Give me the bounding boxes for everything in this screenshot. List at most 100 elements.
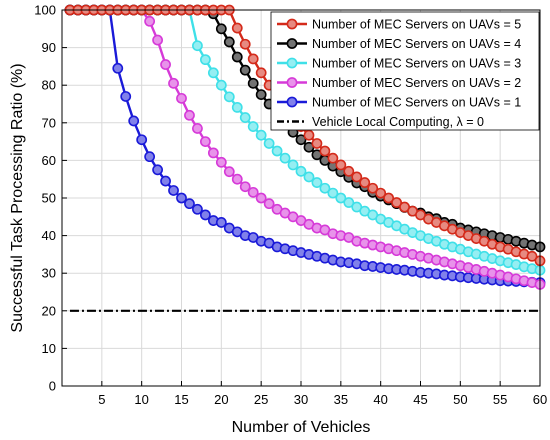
series-point	[391, 197, 402, 208]
series-point	[239, 64, 251, 76]
series-point	[255, 192, 267, 204]
series-point	[279, 152, 291, 164]
series-point	[215, 156, 227, 168]
series-point	[176, 192, 187, 204]
series-point	[526, 250, 538, 262]
series-point	[239, 38, 251, 50]
series-point	[327, 187, 339, 199]
x-tick-label: 5	[98, 392, 105, 407]
series-point	[359, 177, 371, 188]
series-point	[231, 173, 243, 185]
series-point	[136, 134, 148, 146]
x-tick-label: 55	[493, 392, 507, 407]
x-tick-label: 15	[174, 392, 188, 407]
series-point	[152, 164, 163, 176]
series-point	[231, 51, 243, 63]
y-tick-label: 90	[42, 40, 56, 55]
series-point	[295, 134, 307, 146]
legend-label: Number of MEC Servers on UAVs = 4	[312, 37, 521, 51]
x-tick-label: 50	[453, 392, 467, 407]
series-point	[192, 123, 203, 134]
series-point	[144, 151, 156, 163]
series-point	[303, 129, 315, 141]
legend-marker	[286, 38, 298, 49]
legend-marker	[286, 77, 298, 88]
series-point	[335, 192, 347, 204]
series-point	[247, 186, 259, 198]
series-point	[128, 115, 140, 127]
series-point	[207, 67, 219, 79]
legend-label: Number of MEC Servers on UAVs = 2	[312, 76, 521, 90]
legend-box	[270, 11, 540, 131]
series-point	[207, 147, 219, 159]
x-axis-title: Number of Vehicles	[232, 419, 371, 436]
legend-marker	[286, 96, 298, 108]
legend-label: Number of MEC Servers on UAVs = 1	[312, 96, 521, 110]
series-point	[112, 62, 124, 74]
series-point	[263, 198, 275, 210]
series-point	[295, 165, 307, 177]
series-point	[271, 145, 283, 157]
series-point	[144, 15, 156, 27]
series-point	[215, 217, 227, 228]
series-point	[343, 165, 355, 177]
series-point	[223, 36, 235, 48]
x-tick-label: 30	[294, 392, 308, 407]
y-tick-label: 0	[49, 379, 56, 394]
series-point	[255, 89, 267, 100]
series-point	[239, 181, 251, 193]
series-point	[335, 159, 347, 171]
series-point	[367, 182, 379, 194]
series-point	[263, 138, 275, 149]
series-point	[311, 177, 323, 188]
series-point	[184, 198, 195, 210]
legend-label: Number of MEC Servers on UAVs = 5	[312, 18, 521, 32]
series-point	[319, 145, 331, 157]
y-tick-label: 100	[34, 3, 56, 18]
legend-marker	[286, 18, 298, 30]
series-point	[319, 182, 331, 194]
legend: Number of MEC Servers on UAVs = 5 Number …	[270, 11, 540, 131]
y-tick-label: 70	[42, 115, 56, 130]
x-tick-label: 45	[413, 392, 427, 407]
legend-label: Number of MEC Servers on UAVs = 3	[312, 57, 521, 71]
series-point	[192, 203, 203, 215]
legend-marker	[286, 57, 298, 69]
series-point	[199, 54, 211, 66]
x-tick-label: 40	[373, 392, 387, 407]
series-point	[247, 53, 259, 65]
series-point	[255, 129, 267, 141]
series-point	[343, 197, 355, 208]
series-point	[160, 59, 171, 70]
series-point	[120, 91, 132, 102]
series-layer	[64, 4, 546, 312]
x-tick-label: 25	[254, 392, 268, 407]
series-point	[176, 92, 187, 104]
y-tick-label: 80	[42, 78, 56, 93]
series-point	[287, 159, 299, 171]
series-point	[231, 101, 243, 113]
ticks: 5 10 15 20 25 30 35 40 45 50 55 60 0 10 20 30 40 50 60 70 80…	[34, 3, 547, 408]
series-point	[184, 109, 195, 121]
series-point	[160, 175, 171, 187]
y-tick-label: 30	[42, 266, 56, 281]
series-point	[192, 40, 203, 52]
series-point	[247, 121, 259, 132]
legend-label: Vehicle Local Computing, λ = 0	[312, 115, 484, 129]
series-point	[199, 136, 211, 147]
x-tick-label: 10	[134, 392, 148, 407]
series-point	[215, 23, 227, 35]
x-tick-label: 60	[533, 392, 547, 407]
series-point	[199, 209, 211, 221]
y-tick-label: 20	[42, 303, 56, 318]
series-point	[215, 79, 227, 91]
series-point	[375, 187, 387, 199]
series-point	[303, 171, 315, 183]
y-tick-label: 50	[42, 191, 56, 206]
series-point	[247, 77, 259, 89]
x-tick-label: 35	[334, 392, 348, 407]
series-point	[255, 67, 267, 79]
series-point	[231, 22, 243, 34]
series-point	[311, 138, 323, 149]
